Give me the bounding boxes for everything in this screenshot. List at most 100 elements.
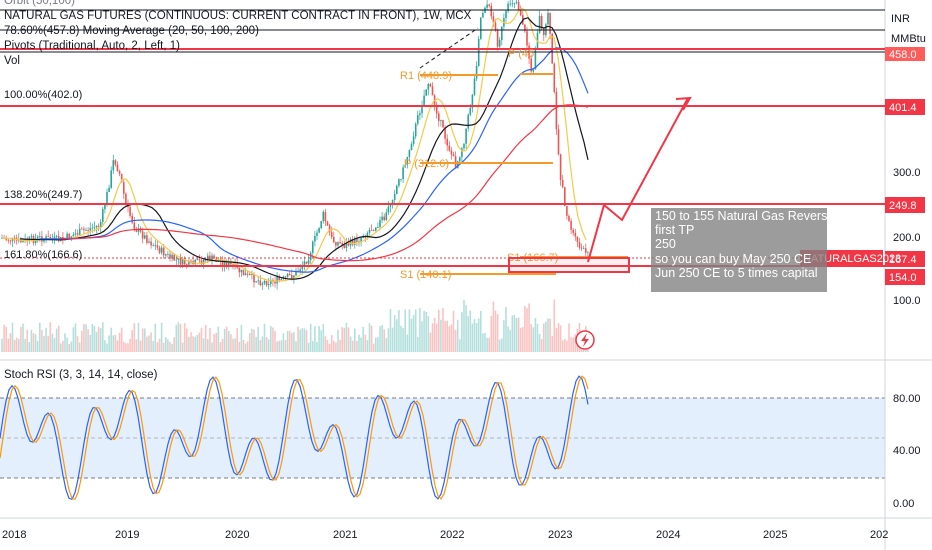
volume-bar <box>112 335 115 352</box>
volume-bar <box>566 340 568 352</box>
candle-body <box>572 229 574 233</box>
rsi-title: Stoch RSI (3, 3, 14, 14, close) <box>4 369 158 381</box>
projection-path[interactable] <box>587 97 689 263</box>
volume-bar <box>240 324 243 352</box>
candle-body <box>125 193 127 204</box>
candle-body <box>144 235 146 239</box>
volume-bar <box>461 312 463 352</box>
volume-bar <box>152 340 154 352</box>
volume-bar <box>400 325 402 352</box>
candle-body <box>318 228 320 233</box>
candle-body <box>324 211 327 222</box>
volume-bar <box>249 333 251 352</box>
volume-bar <box>70 341 73 352</box>
candle-body <box>141 231 144 239</box>
time-axis[interactable]: 2018 2019 2020 2021 2022 2023 2024 2025 … <box>2 529 888 541</box>
volume-bar <box>87 329 89 352</box>
rsi-tick-80: 80.00 <box>893 393 921 405</box>
price-tick-100: 100.0 <box>893 295 921 307</box>
volume-bar <box>108 335 110 352</box>
volume-bar <box>207 339 209 352</box>
svg-text:401.4: 401.4 <box>889 102 917 114</box>
price-tag-249: 249.8 <box>885 197 925 213</box>
volume-bar <box>242 339 245 352</box>
candle-body <box>158 247 161 253</box>
volume-bar <box>555 328 558 352</box>
volume-bar <box>171 343 173 352</box>
trend-dashed-line[interactable] <box>419 27 479 69</box>
legend-title[interactable]: NATURAL GAS FUTURES (CONTINUOUS: CURRENT… <box>4 10 472 22</box>
candle-body <box>160 247 163 253</box>
volume-bar <box>7 338 10 352</box>
volume-bar <box>528 303 530 352</box>
candle-body <box>78 228 81 235</box>
candle-body <box>7 239 10 241</box>
candle-body <box>549 12 551 34</box>
volume-bar <box>387 328 390 352</box>
candle-body <box>471 94 474 108</box>
note-line-1: 150 to 155 Natural Gas Reversal Leval <box>655 209 871 223</box>
volume-bar <box>30 329 33 352</box>
candle-body <box>307 260 310 264</box>
candle-body <box>261 283 264 286</box>
volume-bar <box>223 328 226 352</box>
svg-text:154.0: 154.0 <box>889 272 917 284</box>
volume-bar <box>362 326 364 352</box>
moving-average-line <box>1 7 587 282</box>
volume-bar <box>351 340 354 352</box>
trade-note[interactable]: 150 to 155 Natural Gas Reversal Leval fi… <box>651 208 871 292</box>
volume-bar <box>507 326 509 352</box>
volume-bar <box>282 333 285 352</box>
candle-body <box>112 160 115 171</box>
candle-body <box>582 248 585 250</box>
candle-body <box>249 273 251 276</box>
candle-body <box>87 230 89 231</box>
legend-vol[interactable]: Vol <box>4 55 20 67</box>
candle-body <box>165 254 167 256</box>
volume-bar <box>431 323 434 352</box>
volume-bar <box>433 317 436 352</box>
candle-body <box>263 280 266 284</box>
volume-bar <box>104 340 106 352</box>
volume-bar <box>11 322 14 352</box>
volume-bar <box>559 325 562 352</box>
candle-body <box>22 240 24 243</box>
volume-bar <box>501 338 503 352</box>
volume-bar <box>234 338 236 352</box>
time-label-2021: 2021 <box>333 529 357 541</box>
rsi-tick-0: 0.00 <box>893 498 914 510</box>
time-label-2023: 2023 <box>548 529 572 541</box>
currency-label: INR <box>891 13 910 25</box>
candle-body <box>280 278 283 281</box>
volume-bar <box>36 341 39 352</box>
candle-body <box>429 84 432 87</box>
volume-bar <box>60 343 62 352</box>
volume-bar <box>379 326 381 352</box>
volume-bar <box>34 334 37 352</box>
volume-bar <box>410 318 413 352</box>
candle-body <box>295 270 297 276</box>
volume-bar <box>314 326 316 352</box>
candle-body <box>576 236 579 242</box>
volume-bar <box>209 327 211 352</box>
candle-body <box>364 236 367 238</box>
legend-pivots[interactable]: Pivots (Traditional, Auto, 2, Left, 1) <box>4 40 180 52</box>
candle-body <box>278 276 280 281</box>
support-zone-box[interactable] <box>508 257 630 273</box>
volume-bar <box>465 305 467 352</box>
unit-label: MMBtu <box>891 33 926 45</box>
candle-body <box>114 160 117 165</box>
candle-body <box>534 48 537 70</box>
candle-body <box>257 280 259 282</box>
candle-body <box>36 236 39 239</box>
candle-body <box>543 28 545 36</box>
candle-body <box>181 258 184 265</box>
volume-bar <box>475 323 478 352</box>
rsi-legend[interactable]: Stoch RSI (3, 3, 14, 14, close) <box>4 368 157 383</box>
volume-bar <box>343 327 346 352</box>
legend-ma[interactable]: 78.60%(457.8) Moving Average (20, 50, 10… <box>4 24 471 39</box>
candle-body <box>427 84 430 90</box>
candle-body <box>55 235 58 237</box>
volume-bar <box>492 301 495 352</box>
